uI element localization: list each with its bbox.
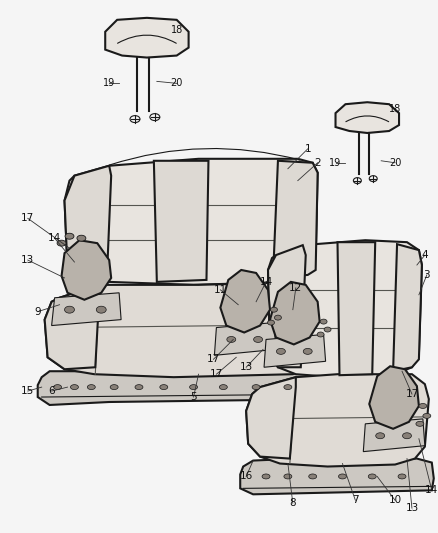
Text: 7: 7 xyxy=(352,495,359,505)
Text: 14: 14 xyxy=(259,277,272,287)
Polygon shape xyxy=(154,161,208,282)
Ellipse shape xyxy=(71,385,78,390)
Polygon shape xyxy=(62,240,111,300)
Text: 17: 17 xyxy=(21,213,35,223)
Ellipse shape xyxy=(324,327,331,332)
Ellipse shape xyxy=(275,315,282,320)
Text: 12: 12 xyxy=(289,283,302,293)
Polygon shape xyxy=(268,240,422,377)
Ellipse shape xyxy=(284,385,292,390)
Ellipse shape xyxy=(252,385,260,390)
Ellipse shape xyxy=(65,233,74,239)
Text: 19: 19 xyxy=(329,158,342,168)
Text: 18: 18 xyxy=(389,104,401,114)
Polygon shape xyxy=(52,293,121,326)
Ellipse shape xyxy=(262,474,270,479)
Ellipse shape xyxy=(423,414,431,418)
Text: 8: 8 xyxy=(290,498,296,508)
Text: 17: 17 xyxy=(210,369,223,379)
Ellipse shape xyxy=(190,385,198,390)
Ellipse shape xyxy=(53,385,62,390)
Ellipse shape xyxy=(317,332,324,337)
Text: 11: 11 xyxy=(214,285,227,295)
Ellipse shape xyxy=(77,235,86,241)
Polygon shape xyxy=(38,367,339,405)
Polygon shape xyxy=(64,166,111,278)
Polygon shape xyxy=(215,322,276,356)
Ellipse shape xyxy=(320,319,327,324)
Ellipse shape xyxy=(64,306,74,313)
Polygon shape xyxy=(363,419,425,451)
Text: 16: 16 xyxy=(240,472,253,481)
Ellipse shape xyxy=(368,474,376,479)
Text: 1: 1 xyxy=(304,144,311,154)
Ellipse shape xyxy=(284,474,292,479)
Text: 9: 9 xyxy=(35,306,41,317)
Polygon shape xyxy=(64,159,318,285)
Ellipse shape xyxy=(398,474,406,479)
Text: 17: 17 xyxy=(405,389,419,399)
Polygon shape xyxy=(264,335,325,367)
Text: 14: 14 xyxy=(48,233,61,243)
Ellipse shape xyxy=(403,433,411,439)
Text: 18: 18 xyxy=(170,25,183,35)
Ellipse shape xyxy=(268,320,275,325)
Ellipse shape xyxy=(271,307,277,312)
Ellipse shape xyxy=(219,385,227,390)
Text: 4: 4 xyxy=(421,250,428,260)
Text: 17: 17 xyxy=(207,354,220,365)
Polygon shape xyxy=(246,377,296,458)
Ellipse shape xyxy=(227,336,236,342)
Text: 3: 3 xyxy=(424,270,430,280)
Text: 15: 15 xyxy=(21,386,35,396)
Ellipse shape xyxy=(276,349,286,354)
Polygon shape xyxy=(246,374,429,466)
Ellipse shape xyxy=(135,385,143,390)
Text: 13: 13 xyxy=(21,255,35,265)
Ellipse shape xyxy=(96,306,106,313)
Polygon shape xyxy=(393,244,422,371)
Ellipse shape xyxy=(160,385,168,390)
Ellipse shape xyxy=(57,240,66,246)
Text: 5: 5 xyxy=(190,392,197,402)
Text: 2: 2 xyxy=(314,158,321,168)
Ellipse shape xyxy=(419,403,427,408)
Polygon shape xyxy=(105,18,189,58)
Text: 6: 6 xyxy=(48,386,55,396)
Text: 20: 20 xyxy=(170,78,183,88)
Ellipse shape xyxy=(87,385,95,390)
Polygon shape xyxy=(270,282,320,344)
Polygon shape xyxy=(240,458,434,494)
Polygon shape xyxy=(268,245,306,367)
Text: 19: 19 xyxy=(103,78,115,88)
Polygon shape xyxy=(220,270,270,333)
Ellipse shape xyxy=(376,433,385,439)
Ellipse shape xyxy=(254,336,262,342)
Text: 14: 14 xyxy=(425,486,438,495)
Ellipse shape xyxy=(303,349,312,354)
Ellipse shape xyxy=(110,385,118,390)
Text: 13: 13 xyxy=(240,362,253,372)
Polygon shape xyxy=(369,366,419,429)
Text: 10: 10 xyxy=(389,495,402,505)
Polygon shape xyxy=(273,161,318,278)
Text: 20: 20 xyxy=(389,158,401,168)
Polygon shape xyxy=(336,102,399,133)
Polygon shape xyxy=(45,285,99,369)
Polygon shape xyxy=(338,242,375,375)
Ellipse shape xyxy=(309,474,317,479)
Polygon shape xyxy=(45,282,328,377)
Ellipse shape xyxy=(339,474,346,479)
Text: 13: 13 xyxy=(405,503,419,513)
Ellipse shape xyxy=(416,422,424,426)
